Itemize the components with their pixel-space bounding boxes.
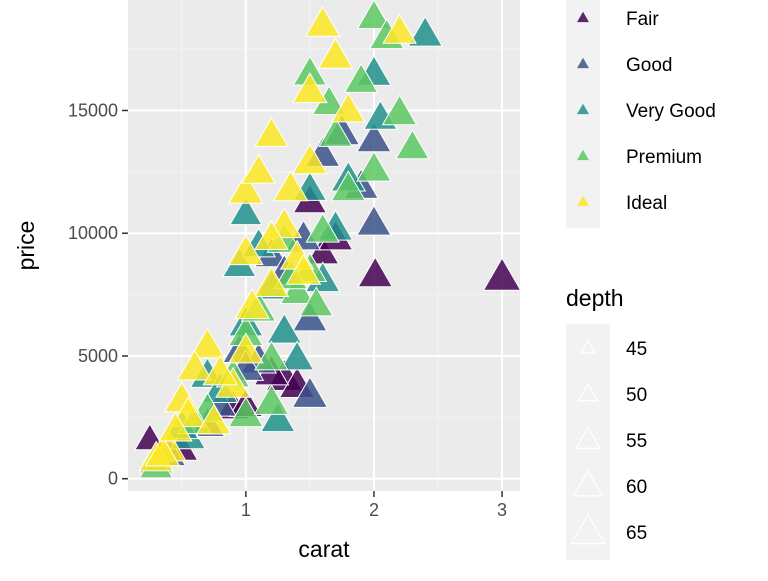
data-point-ideal — [176, 349, 213, 381]
size-legend-label: 50 — [626, 385, 647, 406]
data-point-very-good — [260, 401, 296, 433]
x-axis-title: carat — [298, 536, 350, 562]
color-legend-key-icon — [577, 11, 589, 23]
color-legend-key-icon — [577, 103, 589, 115]
size-legend-key-icon — [574, 426, 602, 449]
size-legend: depth 45 50 55 60 65 — [566, 285, 647, 560]
data-point-premium — [381, 94, 418, 126]
data-point-ideal — [158, 411, 193, 442]
color-legend: Fair Good Very Good Premium Ideal — [566, 0, 716, 228]
color-legend-label: Very Good — [626, 101, 716, 122]
data-point-ideal — [331, 92, 366, 123]
y-tick-label: 15000 — [68, 100, 118, 120]
size-legend-label: 65 — [626, 523, 647, 544]
data-point-premium — [356, 150, 392, 182]
color-legend-label: Premium — [626, 147, 702, 168]
size-legend-key-icon — [570, 513, 606, 545]
data-point-ideal — [382, 13, 417, 44]
y-tick-label: 5000 — [78, 346, 118, 366]
data-point-ideal — [228, 172, 264, 204]
data-point-ideal — [285, 253, 322, 285]
color-legend-key-icon — [577, 195, 589, 207]
data-point-premium — [330, 170, 367, 202]
size-legend-label: 60 — [626, 477, 647, 498]
data-point-ideal — [144, 435, 181, 467]
data-point-fair — [482, 257, 522, 291]
data-point-very-good — [279, 340, 315, 371]
size-legend-key-bg — [566, 324, 610, 560]
size-legend-label: 55 — [626, 431, 647, 452]
data-point-ideal — [195, 403, 232, 435]
data-point-ideal — [292, 72, 328, 104]
axes: 1 2 3 0 5000 10000 15000 — [68, 100, 507, 520]
data-point-fair — [357, 256, 394, 288]
data-points — [134, 0, 522, 479]
data-point-premium — [253, 383, 290, 415]
data-point-ideal — [254, 220, 289, 251]
size-legend-title: depth — [566, 285, 624, 311]
data-point-premium — [298, 286, 334, 317]
x-tick-label: 1 — [241, 500, 251, 520]
data-point-ideal — [241, 153, 276, 184]
size-legend-label: 45 — [626, 339, 647, 360]
data-point-premium — [228, 396, 264, 428]
data-point-ideal — [234, 288, 271, 320]
data-point-very-good — [407, 15, 444, 47]
y-axis-title: price — [13, 221, 39, 271]
data-point-ideal — [228, 234, 264, 266]
data-point-ideal — [304, 5, 341, 37]
data-point-premium — [356, 0, 392, 30]
data-point-ideal — [189, 327, 226, 359]
x-tick-label: 2 — [369, 500, 379, 520]
data-point-premium — [395, 129, 430, 160]
y-tick-label: 0 — [108, 469, 118, 489]
data-point-premium — [305, 212, 341, 243]
color-legend-label: Ideal — [626, 193, 667, 214]
x-tick-label: 3 — [497, 500, 507, 520]
size-legend-key-icon — [577, 382, 599, 402]
data-point-ideal — [253, 266, 290, 298]
data-point-ideal — [254, 116, 289, 147]
data-point-very-good — [266, 312, 303, 344]
data-point-ideal — [202, 354, 239, 386]
color-legend-key-icon — [577, 57, 589, 69]
size-legend-key-icon — [572, 469, 604, 497]
data-point-ideal — [228, 332, 264, 364]
data-point-premium — [318, 116, 353, 147]
data-point-good — [356, 204, 392, 236]
data-point-ideal — [317, 37, 354, 69]
y-tick-label: 10000 — [68, 223, 118, 243]
data-point-ideal — [292, 143, 328, 175]
color-legend-label: Good — [626, 55, 672, 76]
data-point-premium — [343, 62, 379, 93]
data-point-very-good — [229, 196, 263, 226]
color-legend-key-icon — [577, 149, 589, 161]
data-point-good — [291, 376, 329, 408]
color-legend-label: Fair — [626, 9, 659, 30]
size-legend-key-icon — [579, 339, 597, 354]
data-point-ideal — [272, 170, 309, 202]
